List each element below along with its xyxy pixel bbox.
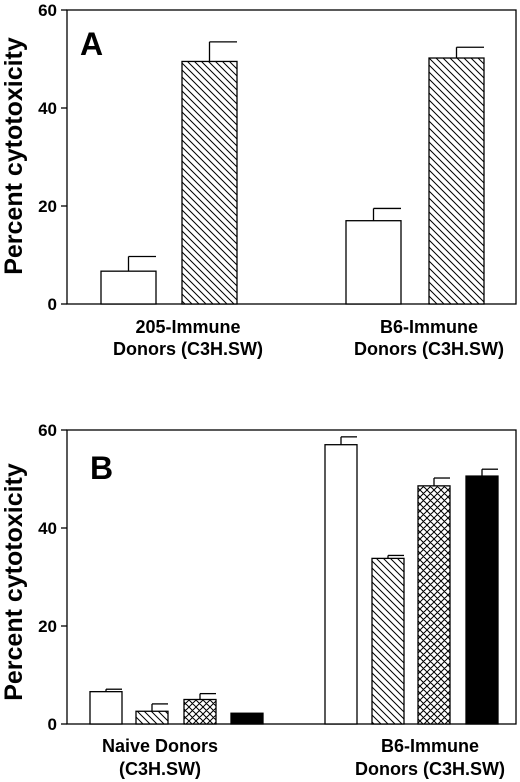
panel-b-y-tick-label: 20 [38,617,57,636]
panel-b-category-label: B6-Immune [381,736,479,756]
panel-b-category-label: Naive Donors [102,736,218,756]
panel-b-y-tick-label: 60 [38,421,57,440]
panel-b-y-tick-label: 0 [48,715,57,734]
panel-a-y-tick-label: 40 [38,99,57,118]
panel-b-bar-solid [230,712,264,725]
panel-a-bar-open [100,270,157,305]
panel-b-category-label: Donors (C3H.SW) [355,759,505,779]
panel-b-bar-hatch [371,557,405,725]
panel-b-plot-frame [66,429,517,725]
panel-b-bar-crosshatch [183,698,217,725]
panel-b-y-axis-label: Percent cytotoxicity [0,463,28,701]
panel-a-bar-hatch [181,60,238,305]
panel-a-y-tick-label: 20 [38,197,57,216]
panel-b-category-label: (C3H.SW) [119,759,201,779]
panel-b-letter: B [90,450,113,486]
panel-a-category-label: 205-Immune [135,317,240,337]
panel-b-bar-hatch [135,710,169,725]
panel-b-bar-crosshatch [417,485,451,725]
panel-b-bar-open [324,444,358,725]
panel-a: A Percent cytotoxicity 0 20 40 60 205-Immune… [0,1,517,359]
panel-a-letter: A [80,26,103,62]
panel-a-bar-hatch [428,57,485,305]
panel-a-plot-frame [66,9,517,305]
panel-a-y-tick-label: 60 [38,1,57,20]
panel-b-bar-solid [465,475,499,725]
panel-b-y-tick-label: 40 [38,519,57,538]
panel-a-category-label: Donors (C3H.SW) [354,339,504,359]
panel-b-bar-open [89,691,123,725]
panel-a-y-tick-label: 0 [48,295,57,314]
panel-a-category-label: B6-Immune [380,317,478,337]
panel-a-category-label: Donors (C3H.SW) [113,339,263,359]
panel-a-bar-open [345,220,402,305]
panel-b: B Percent cytotoxicity 0 20 40 60 Naive Dono… [0,421,517,779]
panel-a-y-axis-label: Percent cytotoxicity [0,37,28,275]
